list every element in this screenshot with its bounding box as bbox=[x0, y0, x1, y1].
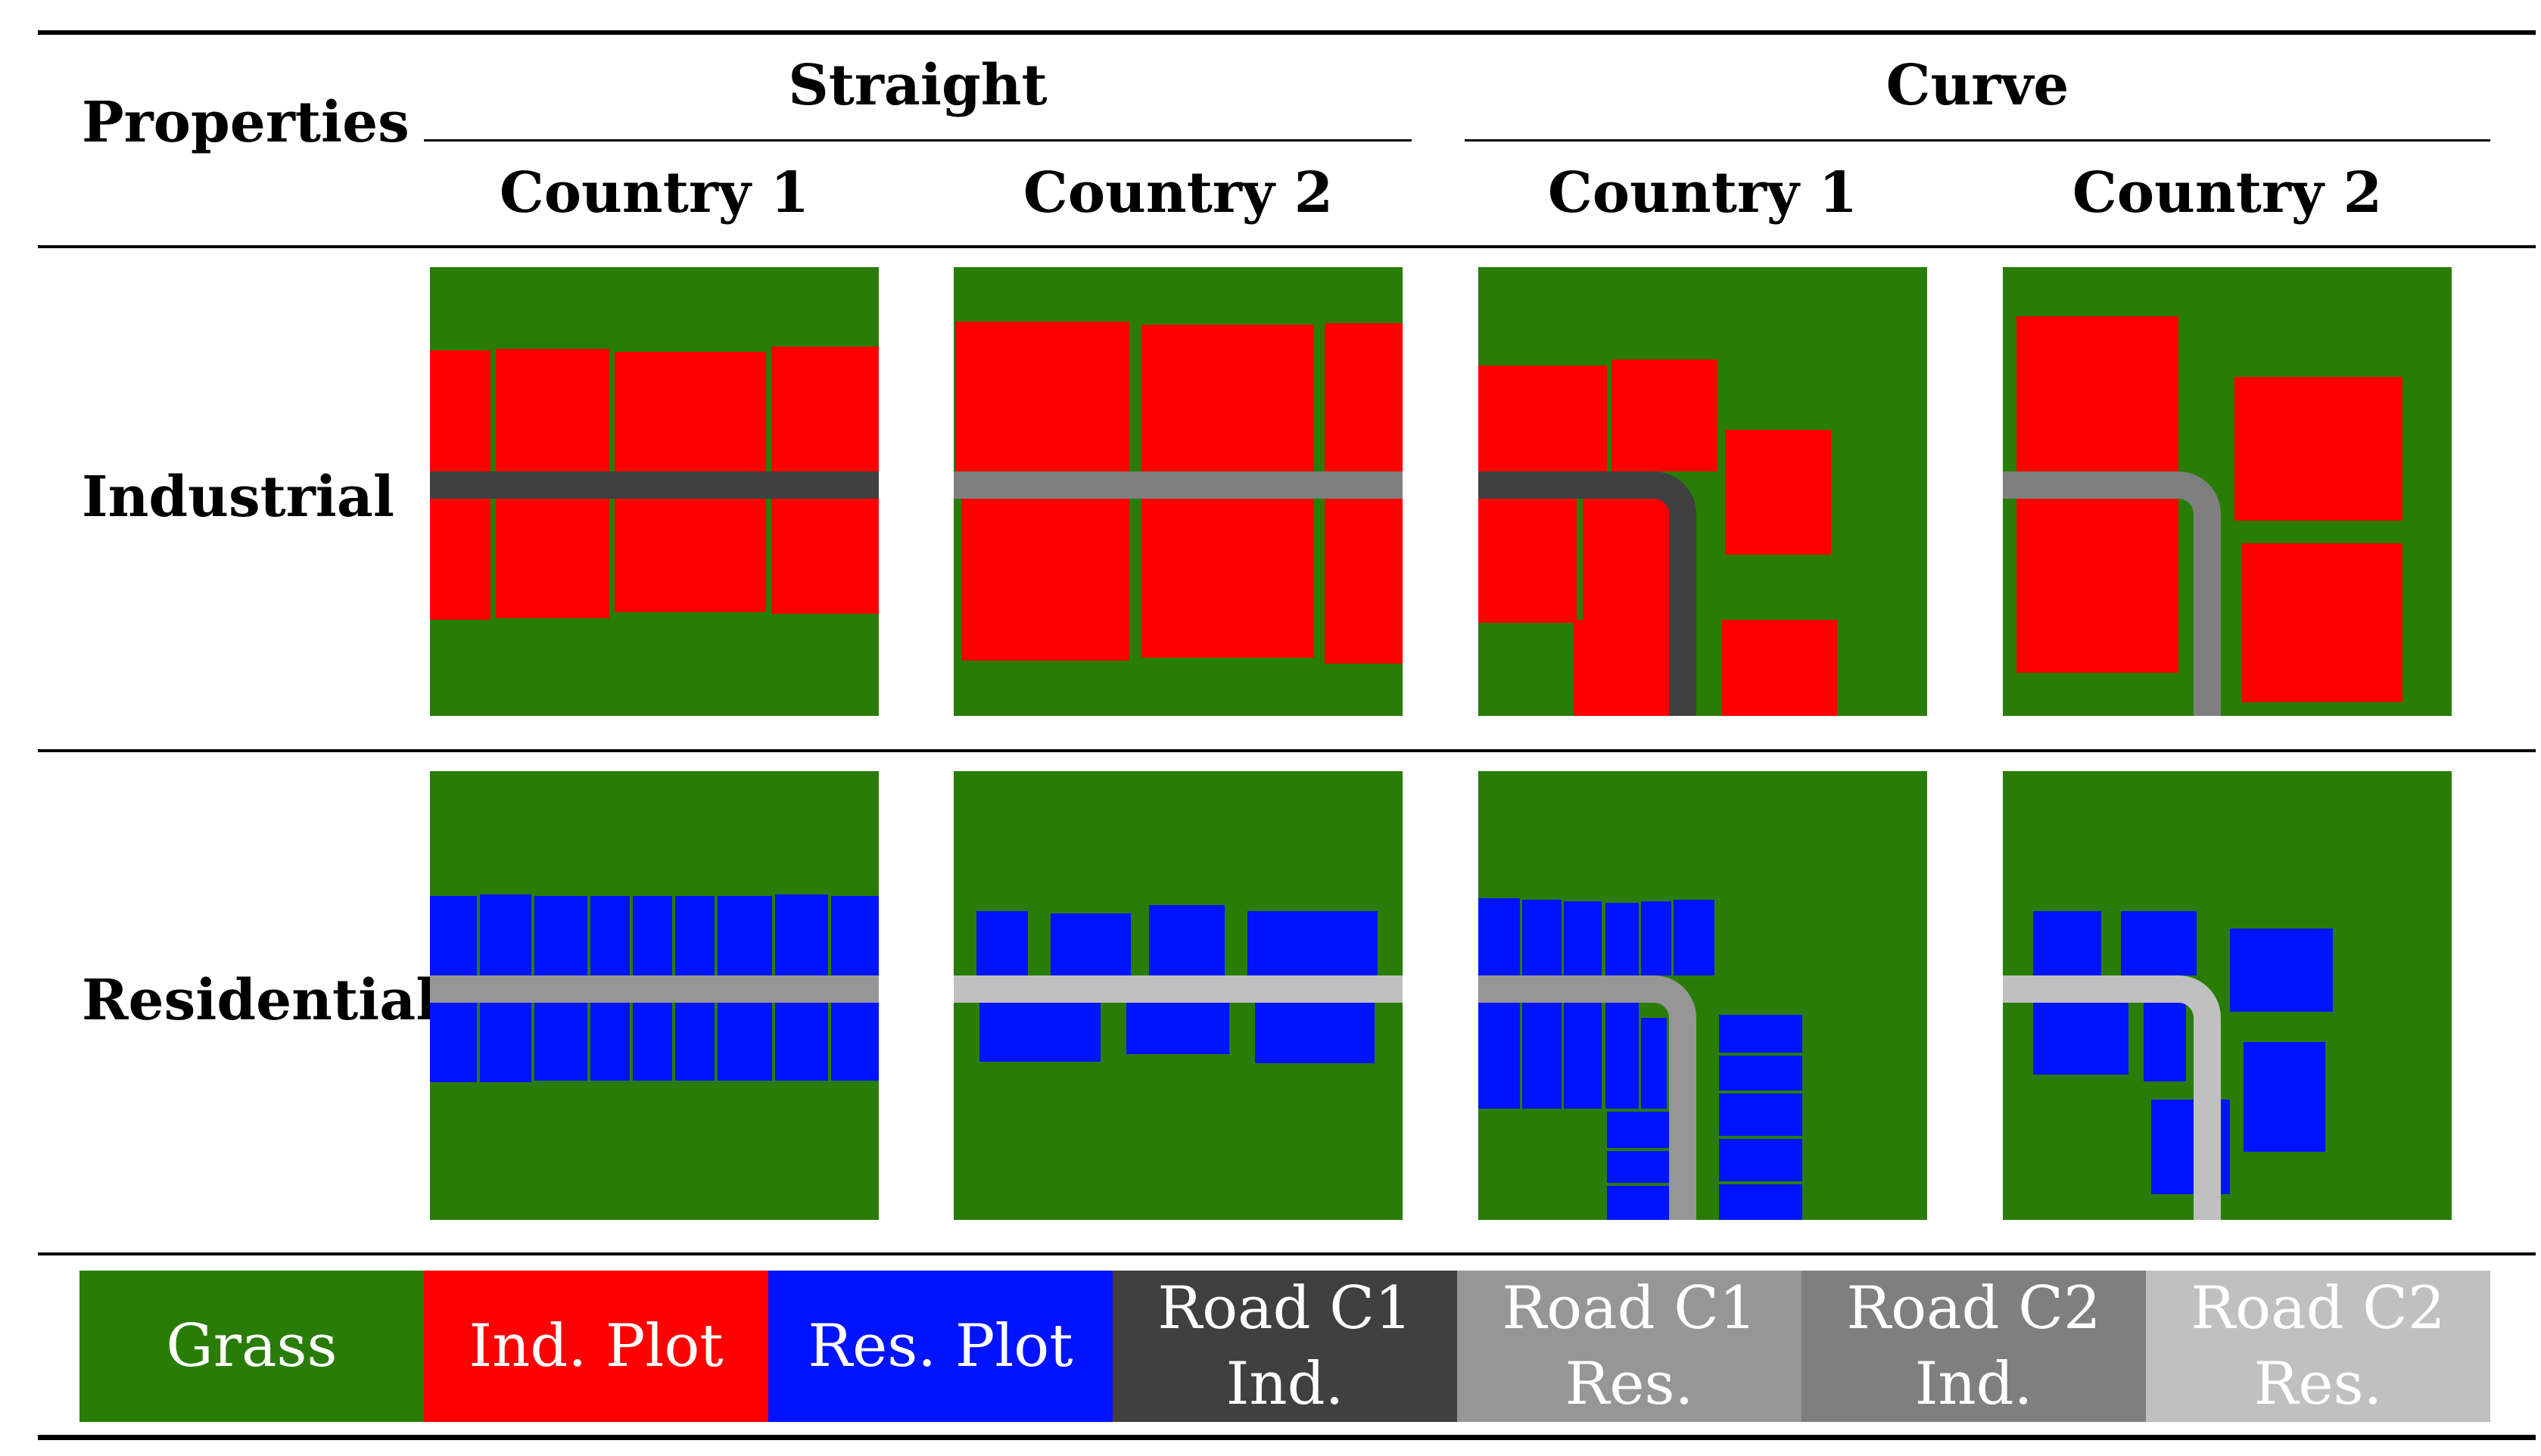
residential-curve-country-2-tile bbox=[2003, 771, 2452, 1220]
header-bottom-rule bbox=[38, 245, 2536, 248]
row-divider-rule bbox=[38, 749, 2536, 752]
residential-straight-country-1-tile bbox=[430, 771, 879, 1220]
legend-road-c2-res: Road C2 Res. bbox=[2146, 1271, 2490, 1422]
straight-group-rule bbox=[424, 139, 1412, 142]
legend-road-c1-ind: Road C1 Ind. bbox=[1113, 1271, 1457, 1422]
curve-country-1-header: Country 1 bbox=[1547, 160, 1858, 226]
color-legend: Grass Ind. Plot Res. Plot Road C1 Ind. R… bbox=[79, 1271, 2490, 1422]
residential-row-label: Residential bbox=[82, 968, 438, 1033]
curve-group-rule bbox=[1465, 139, 2490, 142]
industrial-straight-country-2-tile bbox=[954, 267, 1403, 716]
industrial-straight-country-1-tile bbox=[430, 267, 879, 716]
residential-curve-country-1-tile bbox=[1478, 771, 1927, 1220]
industrial-row-label: Industrial bbox=[82, 465, 394, 530]
legend-top-rule bbox=[38, 1252, 2536, 1255]
curve-country-2-header: Country 2 bbox=[2072, 160, 2383, 226]
properties-header: Properties bbox=[82, 90, 409, 155]
straight-country-1-header: Country 1 bbox=[499, 160, 810, 226]
legend-road-c1-res: Road C1 Res. bbox=[1457, 1271, 1801, 1422]
top-rule bbox=[38, 30, 2536, 35]
bottom-rule bbox=[38, 1435, 2536, 1440]
legend-res-plot: Res. Plot bbox=[768, 1271, 1113, 1422]
legend-ind-plot: Ind. Plot bbox=[424, 1271, 768, 1422]
curve-group-header: Curve bbox=[1886, 53, 2069, 118]
straight-country-2-header: Country 2 bbox=[1023, 160, 1334, 226]
straight-group-header: Straight bbox=[788, 53, 1048, 118]
industrial-curve-country-2-tile bbox=[2003, 267, 2452, 716]
legend-road-c2-ind: Road C2 Ind. bbox=[1801, 1271, 2146, 1422]
industrial-curve-country-1-tile bbox=[1478, 267, 1927, 716]
legend-grass: Grass bbox=[79, 1271, 424, 1422]
residential-straight-country-2-tile bbox=[954, 771, 1403, 1220]
